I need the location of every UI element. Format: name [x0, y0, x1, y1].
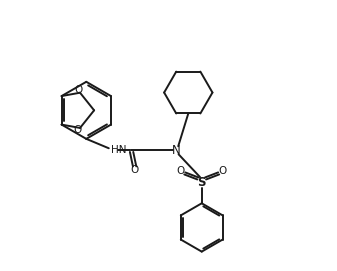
Text: O: O [177, 166, 185, 176]
Text: S: S [197, 176, 206, 189]
Text: O: O [74, 85, 83, 95]
Text: HN: HN [111, 145, 127, 155]
Text: O: O [130, 165, 139, 175]
Text: O: O [73, 125, 82, 135]
Text: N: N [172, 144, 181, 157]
Text: O: O [218, 166, 227, 176]
